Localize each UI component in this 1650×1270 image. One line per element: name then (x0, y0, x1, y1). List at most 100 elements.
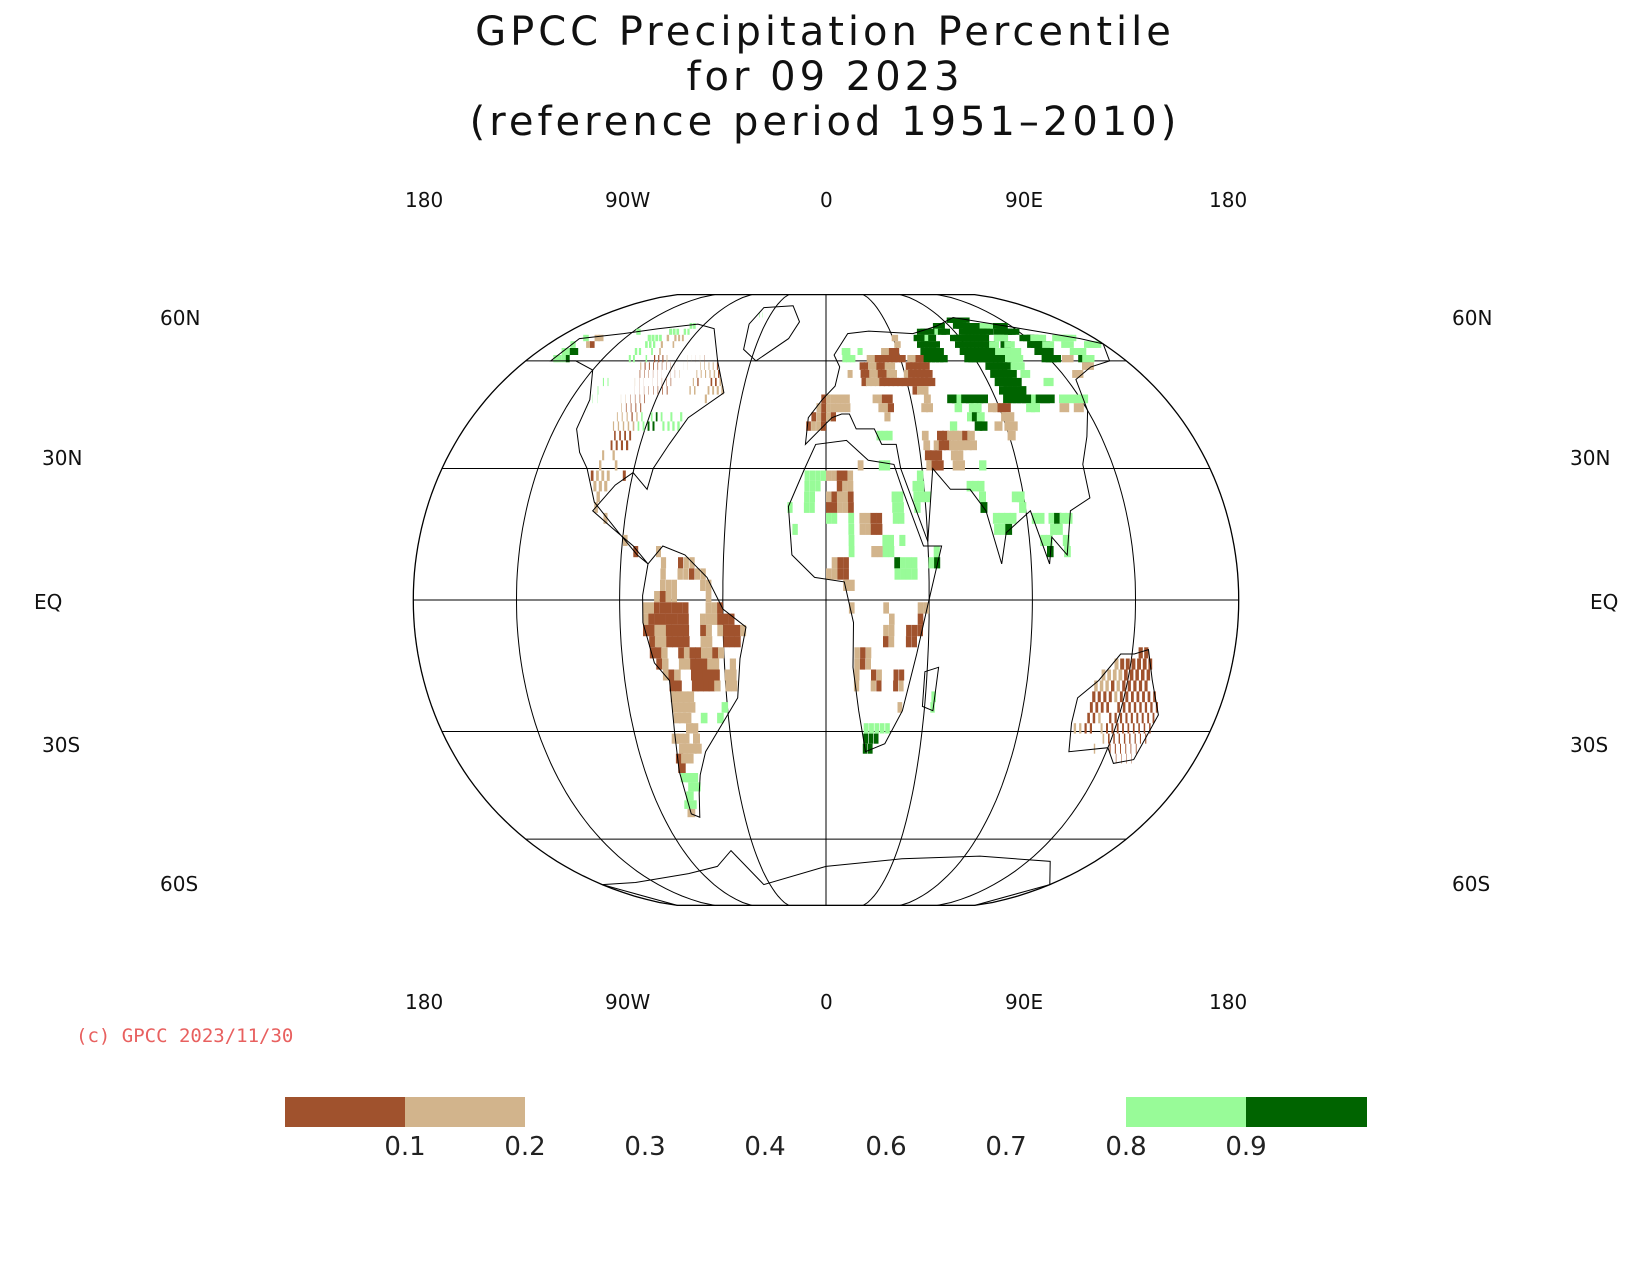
lat-label-left-60n: 60N (160, 306, 201, 330)
coastline-greenland (743, 305, 801, 362)
precip-cell (883, 377, 890, 387)
precip-cell (899, 355, 906, 363)
precip-cell (682, 613, 689, 625)
precip-cell (677, 636, 684, 648)
precip-cell (688, 702, 696, 713)
precip-cell (1129, 669, 1134, 681)
precip-cell (634, 394, 636, 404)
lat-label-right-60n: 60N (1452, 306, 1493, 330)
precip-cell (870, 355, 877, 363)
precip-cell (935, 355, 944, 363)
precip-cell (924, 348, 932, 355)
precip-cell (836, 491, 843, 503)
precip-cell (804, 491, 810, 503)
precip-cell (1125, 658, 1130, 670)
precip-cell (911, 355, 919, 363)
precip-cell (920, 348, 928, 355)
precip-cell (853, 680, 860, 692)
precip-cell (1063, 394, 1074, 404)
legend-swatch-very-dry (285, 1097, 405, 1127)
precip-cell (640, 403, 642, 413)
precip-cell (917, 624, 923, 637)
precip-cell (666, 355, 668, 363)
precip-cell (1143, 723, 1146, 734)
precip-cell (905, 362, 913, 370)
precip-cell (705, 624, 712, 637)
precip-cell (979, 460, 987, 471)
precip-cell (905, 557, 912, 569)
precip-cell (854, 658, 860, 670)
precip-cell (1001, 412, 1010, 422)
precip-cell (848, 602, 855, 614)
precip-cell (859, 523, 866, 535)
precip-cell (870, 680, 876, 692)
precip-cell (620, 440, 623, 451)
precip-cell (686, 723, 693, 734)
precip-cell (659, 602, 666, 614)
precip-cell (847, 470, 854, 481)
precip-cell (844, 394, 850, 404)
precip-cell (633, 355, 635, 363)
precip-cell (1082, 362, 1094, 370)
precip-cell (939, 355, 948, 363)
precip-cell (586, 341, 591, 348)
precip-cell (707, 658, 714, 670)
precip-cell (1119, 691, 1123, 703)
legend-tick-label: 0.7 (985, 1132, 1027, 1162)
precip-cell (1009, 421, 1018, 431)
precip-cell (921, 403, 929, 413)
precip-cell (1103, 691, 1107, 703)
precip-cell (650, 412, 653, 422)
precip-cell (1130, 712, 1133, 724)
precip-cell (654, 636, 662, 648)
precip-cell (883, 624, 889, 637)
precip-cell (1109, 743, 1111, 754)
precip-cell (644, 362, 646, 370)
precip-cell (947, 394, 955, 404)
precip-cell (1092, 691, 1096, 703)
precip-cell (826, 470, 832, 481)
precip-cell (954, 403, 963, 413)
precip-cell (672, 636, 679, 648)
precip-cell (888, 377, 895, 387)
precip-cell (1122, 702, 1126, 713)
precip-cell (876, 523, 883, 535)
precip-cell (666, 334, 670, 342)
precip-cell (927, 355, 936, 363)
precip-cell (941, 328, 950, 335)
precip-cell (683, 647, 691, 659)
precip-cell (970, 394, 979, 404)
precip-cell (1042, 348, 1054, 355)
precip-cell (894, 341, 901, 348)
precip-cell (874, 355, 881, 363)
precip-cell (870, 512, 877, 524)
precip-cell (636, 412, 638, 422)
precip-cell (614, 460, 618, 471)
precip-cell (679, 743, 687, 754)
precip-cell (915, 355, 923, 363)
precip-cell (672, 421, 675, 431)
precip-cell (594, 334, 600, 342)
precip-cell (836, 470, 843, 481)
precip-cell (561, 355, 566, 363)
precip-cell (689, 647, 696, 659)
precip-cell (642, 613, 649, 625)
precip-cell (679, 712, 686, 724)
precip-cell (707, 669, 715, 681)
precip-cell (974, 421, 983, 431)
legend-swatch-very-wet (1246, 1097, 1367, 1127)
precip-cell (1007, 394, 1017, 404)
legend-tick-label: 0.1 (384, 1132, 426, 1162)
precip-cell (657, 362, 659, 370)
precip-cell (1011, 491, 1020, 503)
precip-cell (1055, 523, 1063, 535)
precip-cell (1133, 680, 1137, 692)
precip-cell (959, 317, 970, 323)
precip-cell (811, 412, 817, 422)
precip-cell (1116, 723, 1119, 734)
precip-cell (1128, 702, 1131, 713)
precip-cell (1065, 512, 1073, 524)
precip-cell (897, 491, 904, 503)
precip-cell (684, 743, 692, 754)
precip-cell (642, 602, 649, 614)
